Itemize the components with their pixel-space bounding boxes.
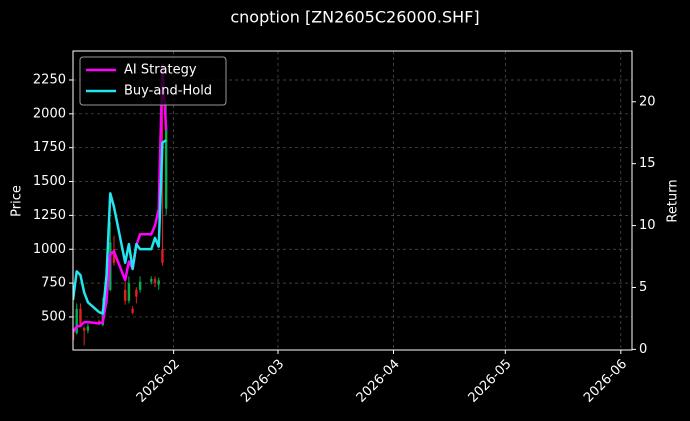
series-line: [73, 139, 167, 315]
candle-body: [150, 279, 153, 282]
y-tick-label: 2000: [33, 106, 66, 121]
candle-body: [79, 308, 82, 324]
series-line: [73, 63, 168, 333]
candle-body: [161, 249, 164, 263]
candle-body: [164, 127, 168, 209]
candle-body: [123, 289, 127, 301]
candle-body: [75, 308, 78, 334]
y2-tick-label: 10: [639, 218, 656, 233]
y-tick-label: 1250: [33, 208, 66, 223]
y2-tick-label: 20: [639, 94, 656, 109]
plot: [73, 63, 168, 347]
legend-label: AI Strategy: [124, 63, 197, 78]
y2-tick-label: 5: [639, 280, 647, 295]
chart-title: cnoption [ZN2605C26000.SHF]: [230, 8, 479, 27]
y-tick-label: 500: [41, 309, 66, 324]
candle-body: [112, 249, 116, 263]
candle-body: [138, 281, 142, 290]
y-tick-label: 1750: [33, 140, 66, 155]
y-tick-label: 1500: [33, 174, 66, 189]
legend-label: Buy-and-Hold: [124, 84, 212, 99]
y-tick-label: 750: [41, 276, 66, 291]
candle-body: [127, 283, 131, 301]
candle-body: [157, 280, 160, 285]
candle-body: [135, 289, 138, 297]
candle-body: [82, 327, 86, 331]
y2-tick-label: 0: [639, 342, 647, 357]
y-tick-label: 1000: [33, 242, 66, 257]
plot-frame: [72, 50, 633, 351]
candle-body: [153, 279, 157, 284]
candle-body: [73, 330, 75, 340]
y2-axis-label: Return: [666, 179, 681, 222]
candle-body: [131, 308, 134, 313]
y-axis-label: Price: [10, 185, 25, 217]
y-tick-label: 2250: [33, 72, 66, 87]
legend-box: [79, 56, 227, 106]
candle-body: [86, 326, 90, 331]
y2-tick-label: 15: [639, 156, 656, 171]
